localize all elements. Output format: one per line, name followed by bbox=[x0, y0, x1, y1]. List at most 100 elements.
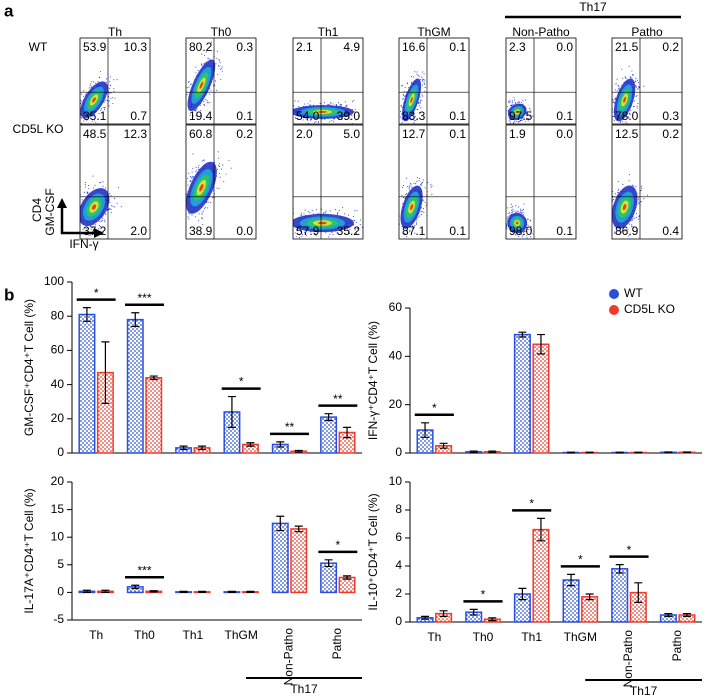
event-dot bbox=[203, 100, 205, 102]
event-dot bbox=[87, 191, 89, 193]
event-dot bbox=[612, 100, 614, 102]
event-dot bbox=[424, 79, 426, 81]
quadrant-value: 12.3 bbox=[124, 127, 148, 141]
event-dot bbox=[307, 119, 309, 121]
error-bar bbox=[469, 608, 478, 616]
event-dot bbox=[190, 83, 192, 86]
event-dot bbox=[402, 84, 404, 86]
y-tick-label: 60 bbox=[51, 343, 65, 357]
event-dot bbox=[347, 229, 349, 231]
event-dot bbox=[183, 94, 184, 95]
event-dot bbox=[618, 188, 620, 190]
column-header: Th bbox=[108, 25, 122, 39]
event-dot bbox=[197, 220, 199, 222]
event-dot bbox=[510, 105, 513, 107]
event-dot bbox=[637, 88, 639, 90]
event-dot bbox=[218, 166, 220, 168]
event-dot bbox=[416, 118, 418, 120]
event-dot bbox=[284, 221, 285, 222]
event-dot bbox=[521, 210, 523, 212]
event-dot bbox=[528, 107, 530, 109]
event-dot bbox=[192, 176, 194, 178]
event-dot bbox=[304, 103, 306, 105]
density-layer bbox=[410, 96, 413, 103]
event-dot bbox=[305, 118, 307, 120]
event-dot bbox=[518, 101, 520, 103]
quadrant-value: 0.4 bbox=[662, 224, 679, 238]
event-dot bbox=[510, 209, 513, 211]
event-dot bbox=[624, 121, 626, 123]
y-tick-label: 6 bbox=[395, 530, 402, 544]
event-dot bbox=[90, 228, 92, 230]
event-dot bbox=[515, 233, 517, 235]
bar bbox=[320, 416, 338, 454]
event-dot bbox=[424, 83, 426, 85]
event-dot bbox=[527, 218, 529, 220]
plot-frame bbox=[611, 124, 683, 240]
event-dot bbox=[83, 95, 85, 97]
event-dot bbox=[202, 223, 204, 226]
event-dot bbox=[635, 86, 638, 88]
event-dot bbox=[191, 171, 193, 173]
event-dot bbox=[501, 217, 502, 218]
y-tick-label: 20 bbox=[51, 474, 65, 488]
event-dot bbox=[336, 232, 338, 234]
event-dot bbox=[87, 185, 90, 187]
event-dot bbox=[110, 97, 112, 99]
event-dot bbox=[103, 101, 105, 103]
event-dot bbox=[218, 65, 220, 67]
event-dot bbox=[208, 58, 210, 60]
event-dot bbox=[417, 74, 419, 76]
event-dot bbox=[413, 122, 415, 124]
event-dot bbox=[349, 119, 351, 121]
event-dot bbox=[109, 88, 111, 90]
event-dot bbox=[81, 199, 83, 201]
event-dot bbox=[331, 231, 333, 234]
event-dot bbox=[332, 103, 334, 105]
event-dot bbox=[517, 206, 520, 208]
event-dot bbox=[408, 186, 410, 188]
x-tick-label: Patho bbox=[670, 630, 684, 662]
event-dot bbox=[205, 99, 207, 101]
event-dot bbox=[94, 184, 96, 186]
event-dot bbox=[508, 102, 510, 104]
event-dot bbox=[113, 87, 115, 90]
event-dot bbox=[504, 224, 505, 225]
bar bbox=[78, 313, 96, 454]
legend-label: CD5L KO bbox=[624, 302, 675, 316]
event-dot bbox=[506, 228, 508, 230]
event-dot bbox=[100, 71, 102, 73]
bar bbox=[532, 343, 550, 454]
error-bar bbox=[324, 559, 333, 568]
event-dot bbox=[182, 114, 183, 115]
event-dot bbox=[341, 206, 344, 208]
bar bbox=[611, 568, 629, 623]
event-dot bbox=[105, 99, 107, 101]
event-dot bbox=[606, 121, 607, 122]
event-dot bbox=[210, 89, 212, 91]
event-dot bbox=[519, 120, 521, 122]
event-dot bbox=[108, 105, 110, 107]
event-dot bbox=[522, 211, 524, 214]
event-dot bbox=[325, 232, 327, 234]
event-dot bbox=[202, 210, 204, 212]
density-layer bbox=[410, 204, 414, 211]
event-dot bbox=[341, 118, 343, 120]
event-dot bbox=[83, 120, 85, 122]
event-dot bbox=[304, 209, 306, 211]
density-layer bbox=[92, 97, 96, 103]
error-bar bbox=[227, 395, 236, 428]
event-dot bbox=[643, 198, 645, 200]
column-header: Non-Patho bbox=[512, 25, 570, 39]
event-dot bbox=[187, 178, 189, 180]
event-dot bbox=[516, 210, 518, 212]
event-dot bbox=[421, 210, 423, 212]
event-dot bbox=[397, 210, 398, 211]
panel-label: a bbox=[4, 1, 14, 20]
event-dot bbox=[504, 108, 505, 109]
event-dot bbox=[215, 63, 217, 65]
event-dot bbox=[291, 228, 292, 229]
event-dot bbox=[635, 96, 637, 98]
event-dot bbox=[502, 216, 503, 217]
event-dot bbox=[511, 100, 514, 102]
